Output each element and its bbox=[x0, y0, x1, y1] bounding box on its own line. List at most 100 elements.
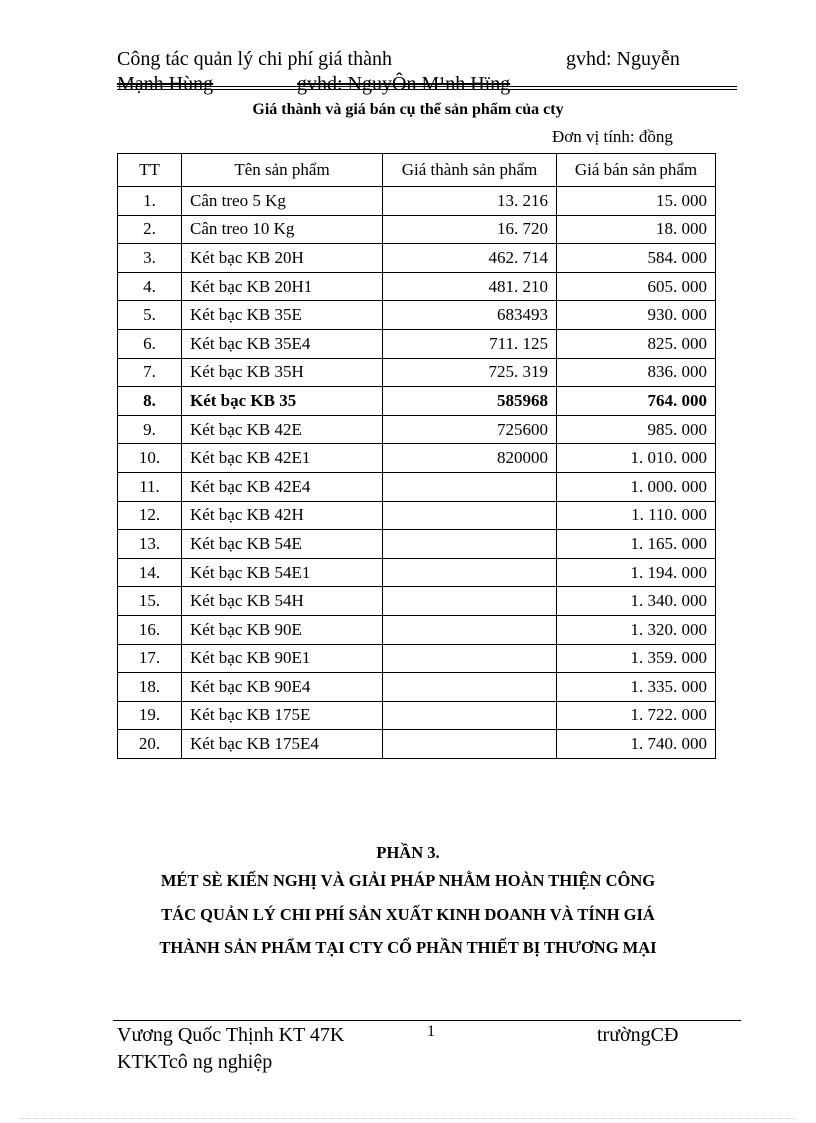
table-cell: Két bạc KB 90E4 bbox=[181, 672, 383, 702]
table-cell: 1. 359. 000 bbox=[556, 643, 716, 674]
table-row: 12. Két bạc KB 42H 1. 110. 000 bbox=[117, 500, 716, 531]
table-row: 15. Két bạc KB 54H 1. 340. 000 bbox=[117, 586, 716, 616]
table-cell: 764. 000 bbox=[556, 386, 716, 416]
table-cell: Két bạc KB 42H bbox=[181, 500, 383, 531]
table-cell: 683493 bbox=[382, 300, 557, 330]
table-cell: 6. bbox=[117, 328, 182, 359]
table-cell bbox=[382, 672, 557, 702]
table-cell: Két bạc KB 54H bbox=[181, 586, 383, 616]
table-cell: Két bạc KB 54E1 bbox=[181, 557, 383, 588]
table-cell: Két bạc KB 35E bbox=[181, 300, 383, 330]
table-row: 2. Cân treo 10 Kg 16. 720 18. 000 bbox=[117, 214, 716, 245]
header-double-rule bbox=[117, 86, 737, 90]
table-row: 16. Két bạc KB 90E 1. 320. 000 bbox=[117, 614, 716, 645]
table-row: 9. Két bạc KB 42E 725600 985. 000 bbox=[117, 414, 716, 445]
table-row: 5. Két bạc KB 35E 683493 930. 000 bbox=[117, 300, 716, 330]
table-cell: 12. bbox=[117, 500, 182, 531]
table-cell bbox=[382, 557, 557, 588]
table-cell: 3. bbox=[117, 243, 182, 273]
column-header: Giá bán sản phẩm bbox=[556, 153, 716, 187]
column-header: Tên sản phẩm bbox=[181, 153, 383, 187]
table-cell bbox=[382, 729, 557, 759]
table-row: 14. Két bạc KB 54E1 1. 194. 000 bbox=[117, 557, 716, 588]
section-heading-line: TÁC QUẢN LÝ CHI PHÍ SẢN XUẤT KINH DOANH … bbox=[161, 905, 655, 924]
table-cell: 930. 000 bbox=[556, 300, 716, 330]
header-left: Công tác quản lý chi phí giá thành bbox=[117, 48, 392, 70]
table-cell: 825. 000 bbox=[556, 328, 716, 359]
table-cell: 585968 bbox=[382, 386, 557, 416]
unit-label: Đơn vị tính: đồng bbox=[552, 127, 673, 146]
table-cell: Két bạc KB 175E bbox=[181, 700, 383, 731]
table-row: 13. Két bạc KB 54E 1. 165. 000 bbox=[117, 529, 716, 559]
table-cell: 1. 722. 000 bbox=[556, 700, 716, 731]
footer-line2: KTKTcô ng nghiệp bbox=[117, 1051, 273, 1073]
table-cell: Két bạc KB 42E1 bbox=[181, 443, 383, 473]
table-cell: Két bạc KB 20H1 bbox=[181, 271, 383, 302]
footer-right: trườngCĐ bbox=[597, 1024, 679, 1046]
table-cell: 462. 714 bbox=[382, 243, 557, 273]
table-cell: 1. 110. 000 bbox=[556, 500, 716, 531]
table-cell: Két bạc KB 175E4 bbox=[181, 729, 383, 759]
page-number: 1 bbox=[427, 1023, 435, 1040]
table-cell: 15. bbox=[117, 586, 182, 616]
table-cell: 16. bbox=[117, 614, 182, 645]
table-cell: 13. 216 bbox=[382, 186, 557, 216]
footer-rule bbox=[113, 1020, 741, 1021]
table-cell: 17. bbox=[117, 643, 182, 674]
table-cell: 13. bbox=[117, 529, 182, 559]
column-header: Giá thành sản phẩm bbox=[382, 153, 557, 187]
table-cell: 18. 000 bbox=[556, 214, 716, 245]
table-cell bbox=[382, 643, 557, 674]
table-row: 8. Két bạc KB 35 585968 764. 000 bbox=[117, 386, 716, 416]
table-cell: 1. 335. 000 bbox=[556, 672, 716, 702]
table-cell: 7. bbox=[117, 357, 182, 388]
table-cell: Két bạc KB 35 bbox=[181, 386, 383, 416]
table-cell: 1. 010. 000 bbox=[556, 443, 716, 473]
column-header: TT bbox=[117, 153, 182, 187]
table-cell: 836. 000 bbox=[556, 357, 716, 388]
table-cell: Két bạc KB 90E1 bbox=[181, 643, 383, 674]
price-table: TT Tên sản phẩm Giá thành sản phẩm Giá bán … bbox=[117, 153, 716, 759]
header-line2-name: Mạnh Hùng bbox=[117, 73, 214, 95]
table-cell: 8. bbox=[117, 386, 182, 416]
table-cell: Két bạc KB 35E4 bbox=[181, 328, 383, 359]
table-cell: Két bạc KB 35H bbox=[181, 357, 383, 388]
table-row: 6. Két bạc KB 35E4 711. 125 825. 000 bbox=[117, 328, 716, 359]
table-row: 3. Két bạc KB 20H 462. 714 584. 000 bbox=[117, 243, 716, 273]
section-heading-line: MÉT SÈ KIẾN NGHỊ VÀ GIẢI PHÁP NHẰM HOÀN … bbox=[160, 871, 656, 890]
table-cell: 481. 210 bbox=[382, 271, 557, 302]
table-cell bbox=[382, 529, 557, 559]
table-cell: 5. bbox=[117, 300, 182, 330]
table-cell: 985. 000 bbox=[556, 414, 716, 445]
section-number: PHẦN 3. bbox=[376, 843, 440, 862]
table-cell: 1. 000. 000 bbox=[556, 471, 716, 502]
table-cell: 9. bbox=[117, 414, 182, 445]
header-line2-garbled: gvhd: NguyÔn M¹nh Hïng bbox=[297, 73, 511, 95]
table-cell: 820000 bbox=[382, 443, 557, 473]
section-heading-line: THÀNH SẢN PHẨM TẠI CTY CỔ PHẦN THIẾT BỊ … bbox=[159, 938, 657, 957]
table-cell: 605. 000 bbox=[556, 271, 716, 302]
table-cell: 725. 319 bbox=[382, 357, 557, 388]
table-cell: Cân treo 10 Kg bbox=[181, 214, 383, 245]
table-row: 17. Két bạc KB 90E1 1. 359. 000 bbox=[117, 643, 716, 674]
page-edge bbox=[20, 1118, 796, 1119]
table-cell bbox=[382, 586, 557, 616]
table-row: 4. Két bạc KB 20H1 481. 210 605. 000 bbox=[117, 271, 716, 302]
table-cell: 20. bbox=[117, 729, 182, 759]
table-cell: 18. bbox=[117, 672, 182, 702]
table-cell: 1. 165. 000 bbox=[556, 529, 716, 559]
table-cell: Két bạc KB 20H bbox=[181, 243, 383, 273]
table-row: 18. Két bạc KB 90E4 1. 335. 000 bbox=[117, 672, 716, 702]
table-row: 11. Két bạc KB 42E4 1. 000. 000 bbox=[117, 471, 716, 502]
table-cell: 725600 bbox=[382, 414, 557, 445]
table-row: 10. Két bạc KB 42E1 820000 1. 010. 000 bbox=[117, 443, 716, 473]
table-cell: 1. 194. 000 bbox=[556, 557, 716, 588]
table-cell: 15. 000 bbox=[556, 186, 716, 216]
header-right: gvhd: Nguyễn bbox=[566, 48, 680, 70]
table-cell: 711. 125 bbox=[382, 328, 557, 359]
table-cell: 2. bbox=[117, 214, 182, 245]
footer-left: Vương Quốc Thịnh KT 47K bbox=[117, 1024, 345, 1046]
table-cell: 14. bbox=[117, 557, 182, 588]
table-cell: 1. 320. 000 bbox=[556, 614, 716, 645]
table-cell bbox=[382, 471, 557, 502]
